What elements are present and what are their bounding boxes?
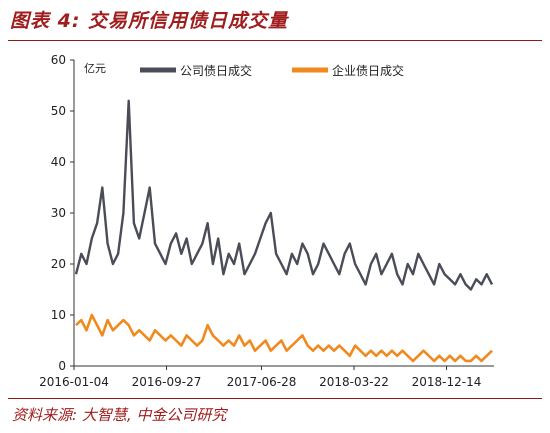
y-tick-label: 20: [51, 257, 66, 271]
series-layer: [74, 99, 494, 363]
y-tick-label: 0: [58, 359, 66, 373]
legend-label-1: 公司债日成交: [180, 63, 252, 78]
series-line-1: [74, 99, 494, 291]
y-tick-label: 30: [51, 206, 66, 220]
x-tick-label: 2016-09-27: [132, 375, 202, 389]
unit-label: 亿元: [84, 62, 106, 75]
source-note: 资料来源: 大智慧, 中金公司研究: [12, 406, 227, 424]
title-rule: [8, 40, 542, 41]
y-tick-label: 50: [51, 104, 66, 118]
series-line-2: [75, 313, 493, 363]
y-tick-label: 10: [51, 308, 66, 322]
x-tick-label: 2016-01-04: [39, 375, 109, 389]
y-tick-label: 40: [51, 155, 66, 169]
source-rule: [8, 398, 542, 399]
x-tick-label: 2017-06-28: [227, 375, 297, 389]
y-tick-label: 60: [51, 53, 66, 67]
figure-title: 图表 4: 交易所信用债日成交量: [10, 10, 289, 32]
x-tick-label: 2018-03-22: [319, 375, 389, 389]
legend-label-2: 企业债日成交: [332, 63, 404, 78]
x-tick-label: 2018-12-14: [412, 375, 482, 389]
chart-axes: 0 10 20 30 40 50 60 亿元 2016-01-04 2016-09-27 2017-…: [39, 53, 494, 389]
chart-legend: 公司债日成交 企业债日成交: [140, 63, 404, 78]
